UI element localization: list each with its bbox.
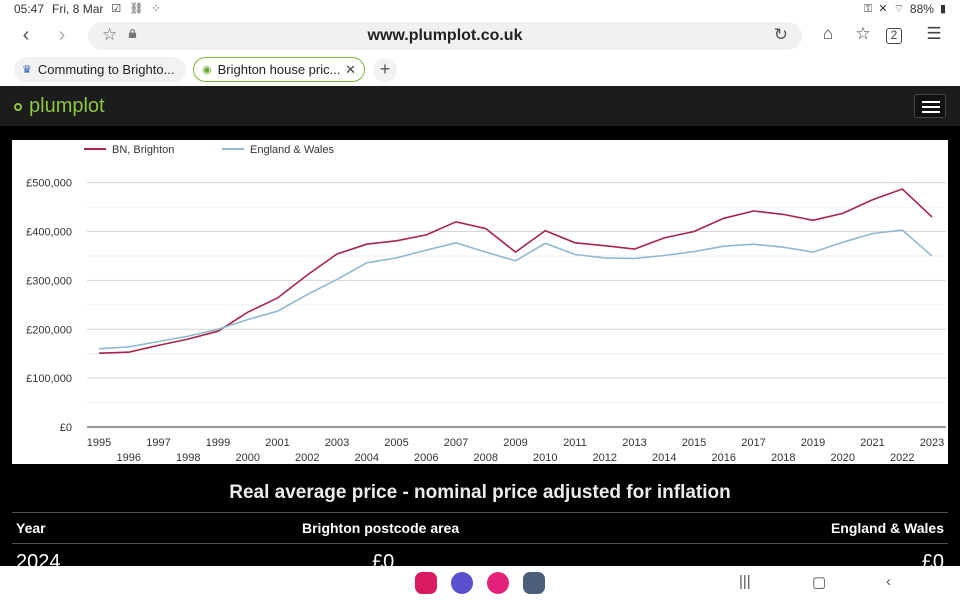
status-bar: 05:47 Fri, 8 Mar ☑ ⛓ ⁘ ⚿ ✕ ⌔ 88% ▮ bbox=[0, 0, 960, 18]
crown-favicon-icon: ♛ bbox=[22, 64, 32, 76]
tab-commuting[interactable]: ♛ Commuting to Brighto... bbox=[14, 57, 186, 82]
x-tick-label: 2020 bbox=[831, 452, 855, 464]
link-notification-icon: ⛓ bbox=[129, 3, 144, 15]
grid-notification-icon: ⁘ bbox=[151, 3, 161, 15]
x-tick-label: 2005 bbox=[384, 437, 408, 449]
back-button-icon[interactable]: ‹ bbox=[886, 573, 891, 590]
x-tick-label: 2009 bbox=[503, 437, 527, 449]
series-line-1 bbox=[98, 229, 933, 350]
legend-label-0: BN, Brighton bbox=[112, 144, 174, 156]
x-tick-label: 2007 bbox=[444, 437, 468, 449]
back-icon[interactable]: ‹ bbox=[22, 24, 30, 46]
tab-count-button[interactable]: 2 bbox=[886, 28, 902, 44]
price-chart-svg: £0 £100,000 £200,000 £300,000 £400,000 £500,0… bbox=[26, 144, 946, 464]
lock-icon bbox=[128, 29, 137, 38]
android-nav-bar: ||| ▢ ‹ bbox=[0, 566, 960, 600]
gallery-app-icon[interactable] bbox=[487, 572, 509, 594]
forward-icon[interactable]: › bbox=[58, 24, 66, 46]
address-bar[interactable]: ☆ www.plumplot.co.uk ↻ bbox=[88, 22, 802, 50]
x-tick-label: 2006 bbox=[414, 452, 438, 464]
x-tick-label: 2001 bbox=[265, 437, 289, 449]
x-tick-label: 2010 bbox=[533, 452, 557, 464]
page-content: plumplot £0 £100,000 £200,000 £300,000 £400,… bbox=[0, 86, 960, 573]
tab-label: Commuting to Brighto... bbox=[37, 62, 175, 77]
site-header: plumplot bbox=[0, 86, 960, 126]
price-chart: £0 £100,000 £200,000 £300,000 £400,000 £500,0… bbox=[12, 140, 948, 464]
x-tick-label: 2013 bbox=[622, 437, 646, 449]
x-tick-label: 2017 bbox=[741, 437, 765, 449]
home-icon[interactable]: ⌂ bbox=[822, 24, 834, 43]
x-tick-label: 1996 bbox=[117, 452, 141, 464]
battery-level: 88% bbox=[909, 2, 934, 16]
x-tick-label: 2011 bbox=[563, 437, 587, 449]
header-brighton: Brighton postcode area bbox=[302, 520, 460, 536]
table-title: Real average price - nominal price adjus… bbox=[229, 482, 731, 503]
x-tick-label: 2002 bbox=[295, 452, 319, 464]
x-tick-label: 2016 bbox=[712, 452, 736, 464]
logo-dot-icon bbox=[14, 102, 22, 111]
y-tick-label: £500,000 bbox=[26, 178, 72, 190]
tab-brighton-house-prices[interactable]: ◉ Brighton house pric... ✕ bbox=[193, 57, 365, 82]
y-tick-label: £400,000 bbox=[26, 227, 72, 239]
apps-grid-icon[interactable] bbox=[523, 572, 545, 594]
x-tick-label: 2015 bbox=[682, 437, 706, 449]
wifi-icon: ⌔ bbox=[893, 3, 904, 15]
internet-app-icon[interactable] bbox=[451, 572, 473, 594]
x-tick-label: 2004 bbox=[355, 452, 379, 464]
x-tick-label: 2000 bbox=[236, 452, 260, 464]
legend-label-1: England & Wales bbox=[250, 144, 334, 156]
y-tick-label: £300,000 bbox=[26, 275, 72, 287]
battery-icon: ▮ bbox=[939, 3, 946, 15]
y-tick-label: £200,000 bbox=[26, 324, 72, 336]
recent-apps-icon[interactable]: ||| bbox=[739, 573, 751, 590]
hamburger-menu-button[interactable] bbox=[914, 94, 946, 118]
table-header-row: Year Brighton postcode area England & Wa… bbox=[12, 512, 948, 542]
header-england-wales: England & Wales bbox=[830, 520, 944, 536]
status-date: Fri, 8 Mar bbox=[52, 2, 104, 16]
checkbox-notification-icon: ☑ bbox=[111, 3, 122, 15]
close-tab-icon[interactable]: ✕ bbox=[345, 61, 356, 77]
x-tick-label: 2012 bbox=[593, 452, 617, 464]
x-tick-label: 2021 bbox=[860, 437, 884, 449]
x-tick-label: 2019 bbox=[801, 437, 825, 449]
new-tab-button[interactable]: + bbox=[373, 58, 397, 82]
x-tick-label: 2008 bbox=[474, 452, 498, 464]
browser-toolbar: ‹ › ☆ www.plumplot.co.uk ↻ ⌂ ☆ 2 ☰ bbox=[0, 18, 960, 54]
url-text: www.plumplot.co.uk bbox=[367, 27, 523, 44]
header-year: Year bbox=[16, 520, 46, 536]
x-tick-label: 1995 bbox=[87, 437, 111, 449]
x-tick-label: 1997 bbox=[146, 437, 170, 449]
x-tick-label: 1998 bbox=[176, 452, 200, 464]
series-line-0 bbox=[98, 188, 933, 354]
site-logo[interactable]: plumplot bbox=[14, 95, 105, 118]
home-button-icon[interactable]: ▢ bbox=[812, 574, 827, 591]
y-tick-label: £100,000 bbox=[26, 373, 72, 385]
reload-icon[interactable]: ↻ bbox=[773, 25, 788, 44]
bookmark-star-icon[interactable]: ☆ bbox=[102, 25, 118, 44]
tab-strip: ♛ Commuting to Brighto... ◉ Brighton hou… bbox=[0, 54, 960, 86]
menu-icon[interactable]: ☰ bbox=[926, 24, 942, 43]
y-tick-label: £0 bbox=[60, 422, 72, 434]
plumplot-favicon-icon: ◉ bbox=[202, 64, 212, 76]
camera-app-icon[interactable] bbox=[415, 572, 437, 594]
logo-text: plumplot bbox=[29, 95, 105, 117]
tab-label: Brighton house pric... bbox=[217, 62, 341, 77]
x-tick-label: 2023 bbox=[920, 437, 944, 449]
mute-icon: ✕ bbox=[878, 3, 888, 15]
x-tick-label: 1999 bbox=[206, 437, 230, 449]
x-tick-label: 2003 bbox=[325, 437, 349, 449]
x-tick-label: 2018 bbox=[771, 452, 795, 464]
key-icon: ⚿ bbox=[863, 3, 873, 15]
add-bookmark-icon[interactable]: ☆ bbox=[855, 24, 871, 43]
x-tick-label: 2014 bbox=[652, 452, 676, 464]
x-tick-label: 2022 bbox=[890, 452, 914, 464]
status-time: 05:47 bbox=[14, 2, 45, 16]
